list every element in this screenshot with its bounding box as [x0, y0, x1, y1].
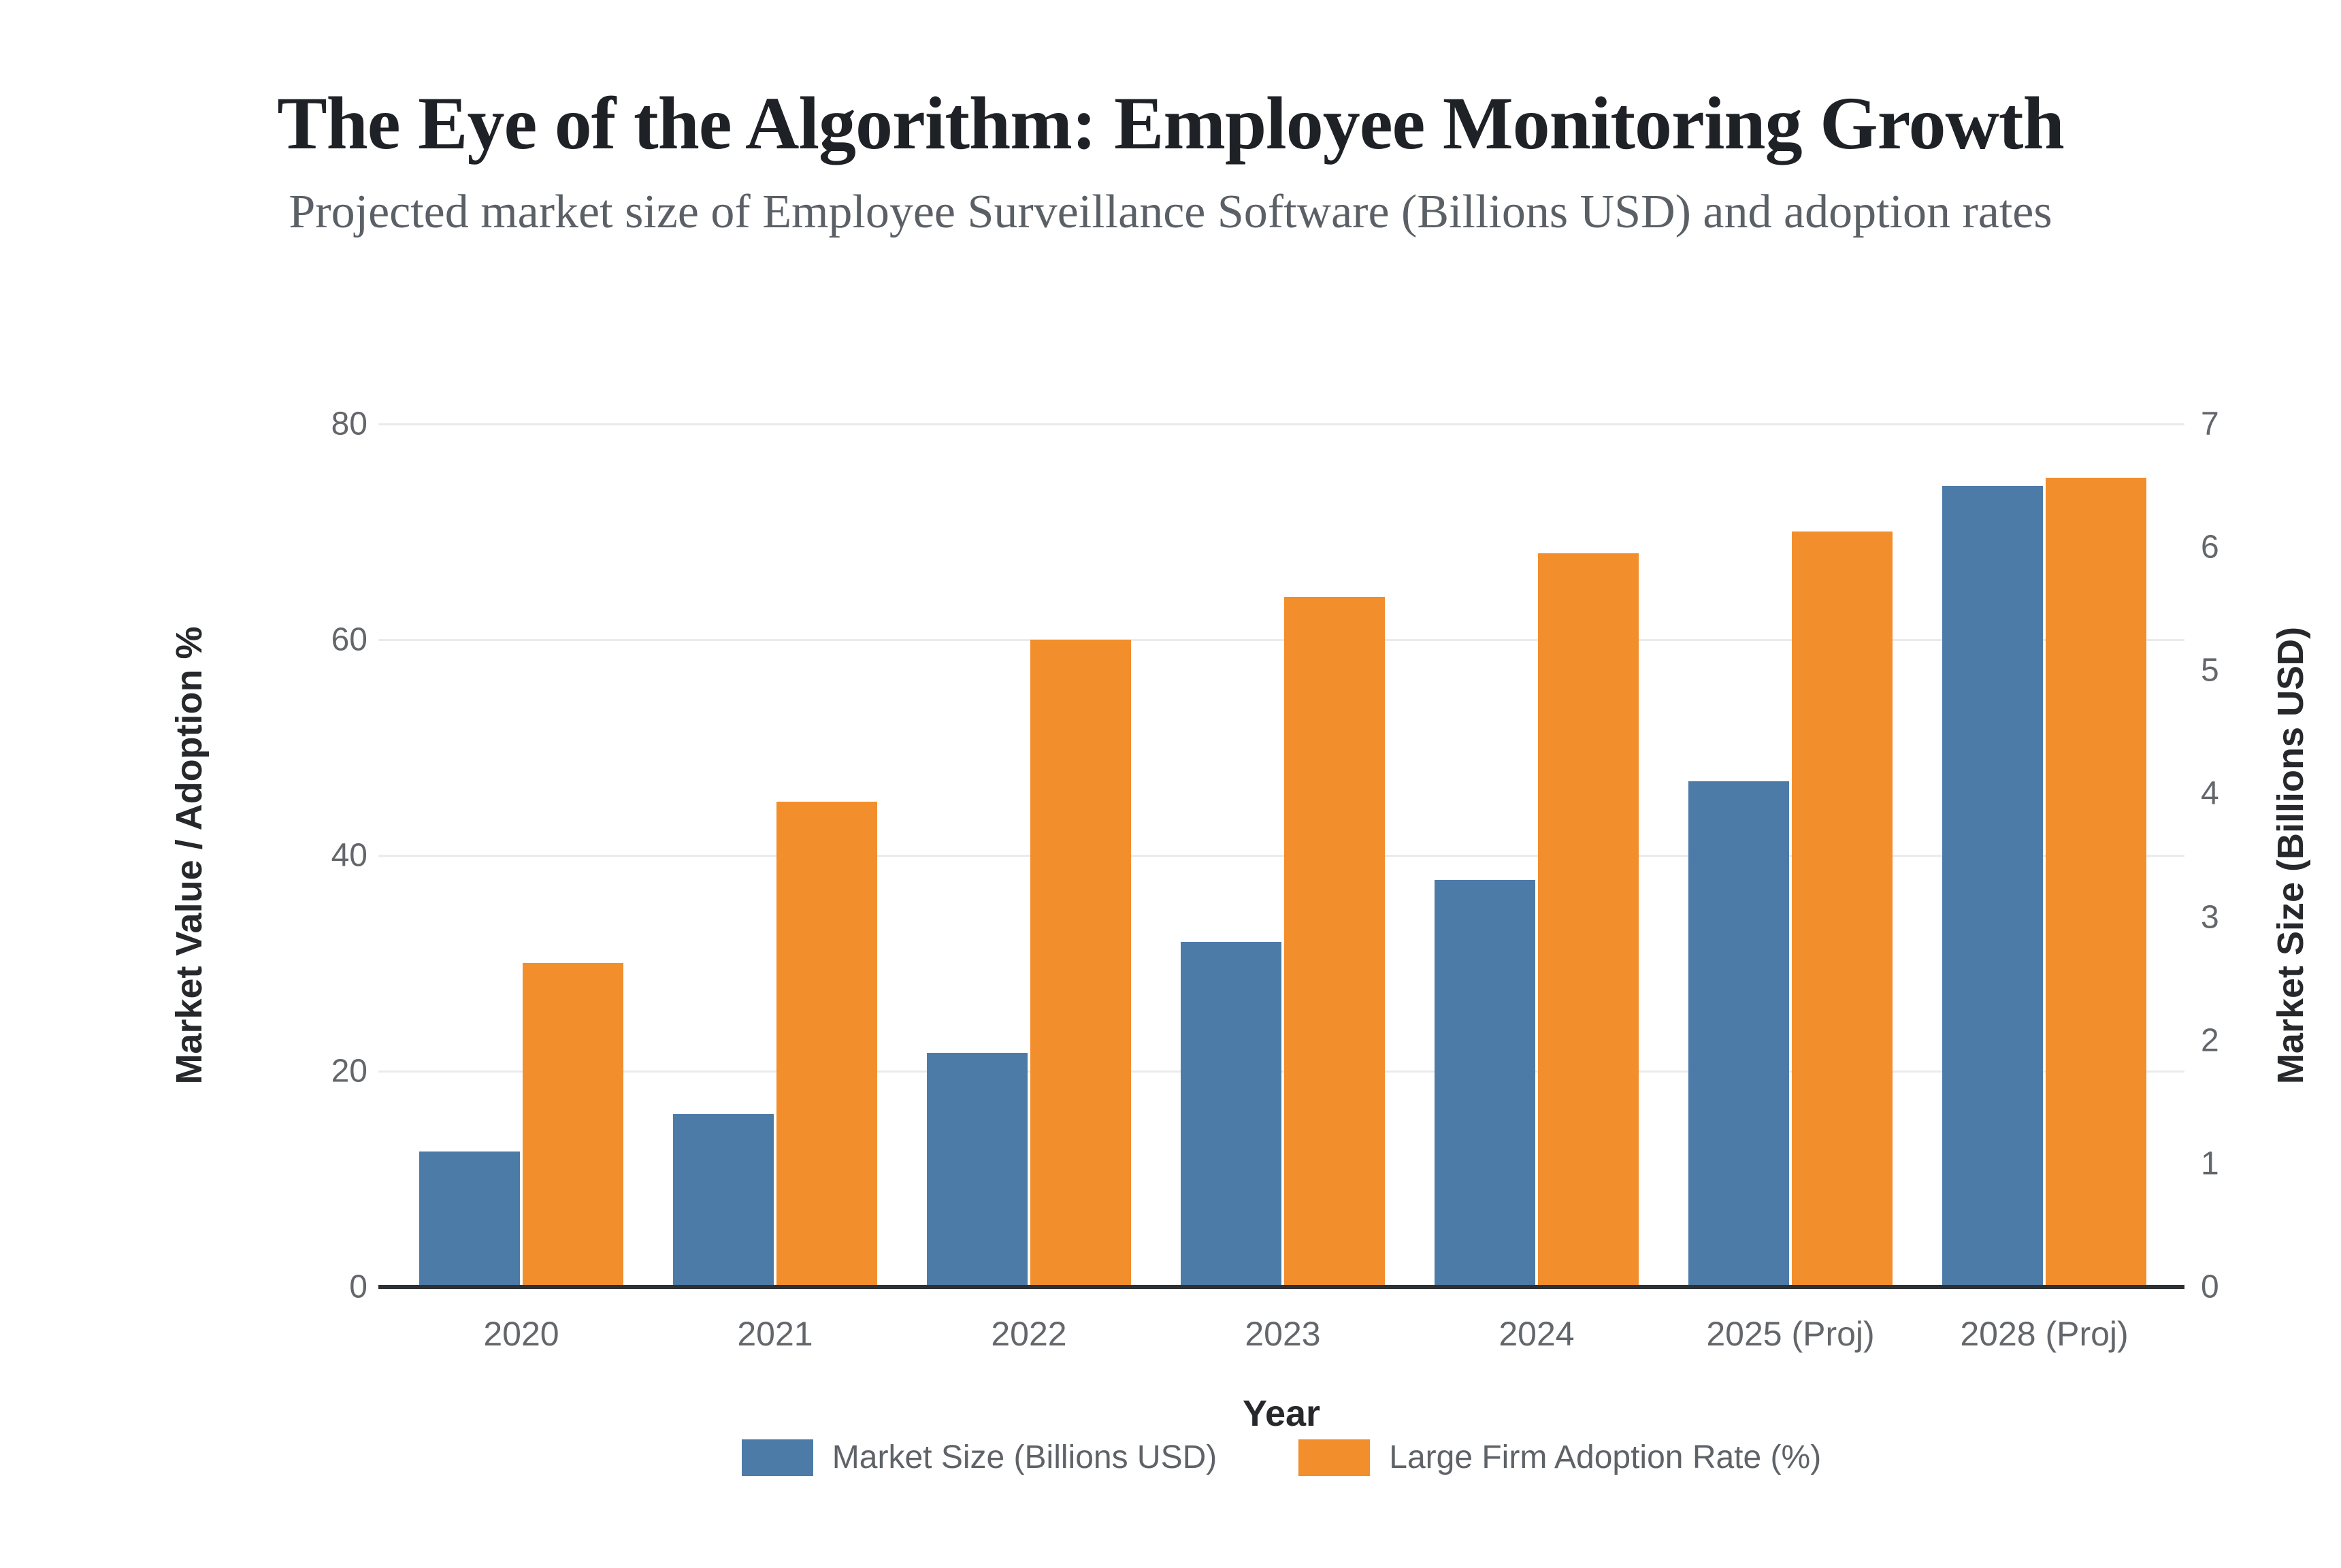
bar-market-size-2022: [927, 1053, 1028, 1287]
bar-market-size-2025 (Proj): [1688, 781, 1789, 1287]
bar-market-size-2023: [1181, 942, 1281, 1287]
bar-adoption-rate-2020: [523, 963, 623, 1287]
bar-adoption-rate-2021: [776, 802, 877, 1287]
chart-title: The Eye of the Algorithm: Employee Monit…: [277, 82, 2065, 165]
bar-market-size-2020: [419, 1152, 520, 1287]
legend-item-adoption-rate: Large Firm Adoption Rate (%): [1298, 1439, 1821, 1476]
right-axis-tick-5: 5: [2201, 652, 2219, 689]
x-axis-tick-2020: 2020: [483, 1315, 559, 1353]
x-axis-tick-2022: 2022: [991, 1315, 1067, 1353]
left-axis-tick-0: 0: [349, 1269, 367, 1305]
bar-market-size-2028 (Proj): [1942, 486, 2043, 1287]
gridline-60: [378, 639, 2184, 641]
gridline-40: [378, 855, 2184, 857]
chart-subtitle: Projected market size of Employee Survei…: [289, 186, 2052, 238]
x-axis-tick-2024: 2024: [1499, 1315, 1575, 1353]
left-axis-tick-40: 40: [331, 837, 367, 874]
x-axis-tick-2025 (Proj): 2025 (Proj): [1706, 1315, 1875, 1353]
bar-adoption-rate-2023: [1284, 597, 1385, 1287]
bar-adoption-rate-2028 (Proj): [2046, 478, 2146, 1287]
legend: Market Size (Billions USD) Large Firm Ad…: [378, 1439, 2184, 1476]
left-axis-tick-20: 20: [331, 1053, 367, 1090]
legend-label-adoption-rate: Large Firm Adoption Rate (%): [1389, 1439, 1822, 1475]
x-axis-title: Year: [1242, 1393, 1321, 1434]
left-y-axis-title: Market Value / Adoption %: [169, 626, 210, 1085]
right-axis-tick-7: 7: [2201, 406, 2219, 442]
legend-label-market-size: Market Size (Billions USD): [832, 1439, 1217, 1475]
bar-adoption-rate-2025 (Proj): [1792, 532, 1893, 1287]
bar-market-size-2021: [673, 1114, 774, 1287]
gridline-20: [378, 1071, 2184, 1073]
bar-adoption-rate-2022: [1030, 640, 1131, 1287]
right-axis-tick-6: 6: [2201, 529, 2219, 566]
x-axis-line: [378, 1285, 2184, 1289]
x-axis-tick-2021: 2021: [737, 1315, 813, 1353]
right-axis-tick-4: 4: [2201, 775, 2219, 812]
right-axis-tick-1: 1: [2201, 1145, 2219, 1182]
x-axis-tick-2028 (Proj): 2028 (Proj): [1960, 1315, 2129, 1353]
left-axis-tick-80: 80: [331, 406, 367, 442]
right-y-axis-title: Market Size (Billions USD): [2270, 626, 2311, 1085]
right-axis-tick-2: 2: [2201, 1022, 2219, 1059]
x-axis-tick-2023: 2023: [1245, 1315, 1321, 1353]
legend-item-market-size: Market Size (Billions USD): [741, 1439, 1217, 1476]
market-size-swatch-icon: [741, 1439, 813, 1476]
right-axis-tick-0: 0: [2201, 1269, 2219, 1305]
bar-adoption-rate-2024: [1538, 553, 1639, 1287]
adoption-rate-swatch-icon: [1298, 1439, 1371, 1476]
right-axis-tick-3: 3: [2201, 899, 2219, 936]
bar-market-size-2024: [1435, 880, 1535, 1287]
left-axis-tick-60: 60: [331, 621, 367, 658]
gridline-80: [378, 423, 2184, 425]
